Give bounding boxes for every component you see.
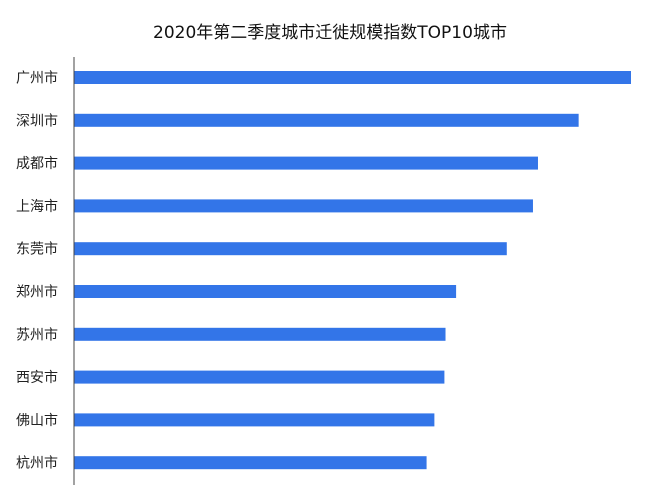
category-label: 苏州市 — [16, 326, 58, 343]
bar-6 — [74, 285, 457, 298]
bar-5 — [74, 242, 507, 256]
bar-8 — [74, 370, 445, 384]
category-label: 广州市 — [16, 70, 58, 87]
chart-title: 2020年第二季度城市迁徙规模指数TOP10城市 — [153, 23, 507, 43]
category-label: 东莞市 — [16, 241, 58, 258]
bar-7 — [74, 327, 446, 341]
bar-9 — [74, 413, 435, 427]
category-label: 成都市 — [16, 155, 58, 172]
bar-10 — [74, 456, 427, 470]
bars-group — [74, 71, 631, 470]
category-label: 上海市 — [16, 198, 58, 215]
category-label: 深圳市 — [16, 112, 58, 129]
category-label: 佛山市 — [16, 412, 58, 429]
bar-3 — [74, 156, 538, 170]
bar-2 — [74, 113, 579, 127]
category-label: 郑州市 — [16, 284, 58, 301]
category-label: 杭州市 — [16, 455, 58, 472]
bar-1 — [74, 71, 631, 84]
category-label: 西安市 — [16, 369, 58, 386]
bar-4 — [74, 199, 533, 213]
